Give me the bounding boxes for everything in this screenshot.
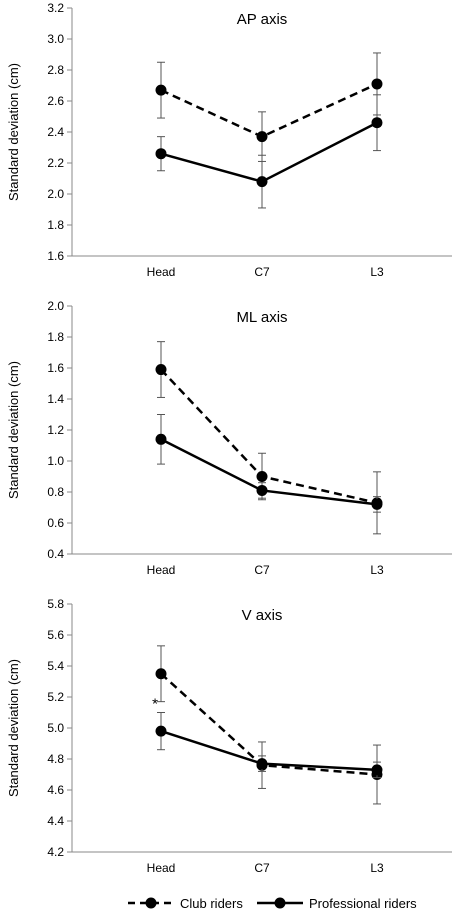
chart-panel-1: 1.6 1.8 2.0 2.2 2.4 2.6 2.8 3.0 3.2 Head C7 L3 AP ax… [6, 1, 452, 279]
series-line [160, 438, 378, 506]
x-tick-label: C7 [254, 563, 270, 577]
y-tick-label: 5.6 [47, 628, 64, 642]
x-tick-label: Head [147, 861, 176, 875]
series-line [160, 82, 378, 139]
y-tick-label: 1.6 [47, 249, 64, 263]
series-line [160, 368, 378, 505]
legend-pro-label: Professional riders [309, 896, 417, 911]
y-tick-label: 1.8 [47, 218, 64, 232]
y-tick-label: 2.2 [47, 156, 64, 170]
y-tick-label: 4.6 [47, 783, 64, 797]
data-point [256, 176, 268, 188]
series-line [160, 121, 378, 183]
y-axis-label: Standard deviation (cm) [6, 361, 21, 499]
y-tick-label: 1.6 [47, 361, 64, 375]
y-tick-label: 3.0 [47, 32, 64, 46]
y-tick-label: 4.4 [47, 814, 64, 828]
chart-title: AP axis [237, 11, 288, 28]
data-point [155, 148, 167, 160]
y-tick-label: 2.0 [47, 299, 64, 313]
y-tick-label: 2.8 [47, 63, 64, 77]
series-professional-riders [155, 712, 383, 779]
series-club-riders [155, 645, 383, 805]
y-tick-label: 2.4 [47, 125, 64, 139]
y-tick-label: 5.4 [47, 659, 64, 673]
significance-marker: * [152, 695, 158, 712]
y-tick-label: 4.8 [47, 752, 64, 766]
y-tick-label: 0.8 [47, 485, 64, 499]
series-professional-riders [155, 94, 383, 209]
x-tick-label: L3 [370, 563, 384, 577]
x-tick-label: C7 [254, 265, 270, 279]
data-point [155, 364, 167, 376]
x-tick-label: Head [147, 563, 176, 577]
series-professional-riders [155, 414, 383, 513]
x-tick-label: Head [147, 265, 176, 279]
y-axis-label: Standard deviation (cm) [6, 659, 21, 797]
y-tick-label: 2.0 [47, 187, 64, 201]
x-tick-label: L3 [370, 265, 384, 279]
data-point [371, 498, 383, 510]
y-tick-label: 5.2 [47, 690, 64, 704]
series-line [160, 729, 378, 772]
series-club-riders [155, 341, 383, 535]
y-tick-label: 1.0 [47, 454, 64, 468]
data-point [256, 131, 268, 143]
chart-title: V axis [242, 607, 283, 624]
data-point [256, 471, 268, 482]
data-point [371, 78, 383, 90]
y-tick-label: 5.8 [47, 597, 64, 611]
y-tick-label: 1.4 [47, 392, 64, 406]
y-tick-label: 0.6 [47, 516, 64, 530]
y-tick-label: 4.2 [47, 845, 64, 859]
chart-panel-2: 0.4 0.6 0.8 1.0 1.2 1.4 1.6 1.8 2.0 Head C7 L3 ML ax… [6, 299, 452, 577]
y-axis-label: Standard deviation (cm) [6, 63, 21, 201]
chart-panel-3: 4.2 4.4 4.6 4.8 5.0 5.2 5.4 5.6 5.8 Head C7 L3 V axi… [6, 597, 452, 875]
data-point [371, 764, 383, 776]
data-point [155, 433, 167, 445]
x-tick-label: C7 [254, 861, 270, 875]
data-point [371, 117, 383, 129]
data-point [256, 484, 268, 496]
legend: Club riders Professional riders [128, 896, 417, 911]
y-tick-label: 0.4 [47, 547, 64, 561]
data-point [155, 725, 167, 737]
legend-club-marker [145, 897, 157, 909]
legend-pro-marker [274, 897, 286, 909]
y-tick-label: 1.8 [47, 330, 64, 344]
y-tick-label: 1.2 [47, 423, 64, 437]
data-point [155, 84, 167, 96]
y-tick-label: 5.0 [47, 721, 64, 735]
series-club-riders [155, 52, 383, 162]
data-point [155, 668, 167, 680]
legend-club-label: Club riders [180, 896, 243, 911]
y-tick-label: 2.6 [47, 94, 64, 108]
series-line [160, 672, 378, 776]
chart-title: ML axis [236, 309, 287, 326]
data-point [256, 758, 268, 770]
y-tick-label: 3.2 [47, 1, 64, 15]
x-tick-label: L3 [370, 861, 384, 875]
